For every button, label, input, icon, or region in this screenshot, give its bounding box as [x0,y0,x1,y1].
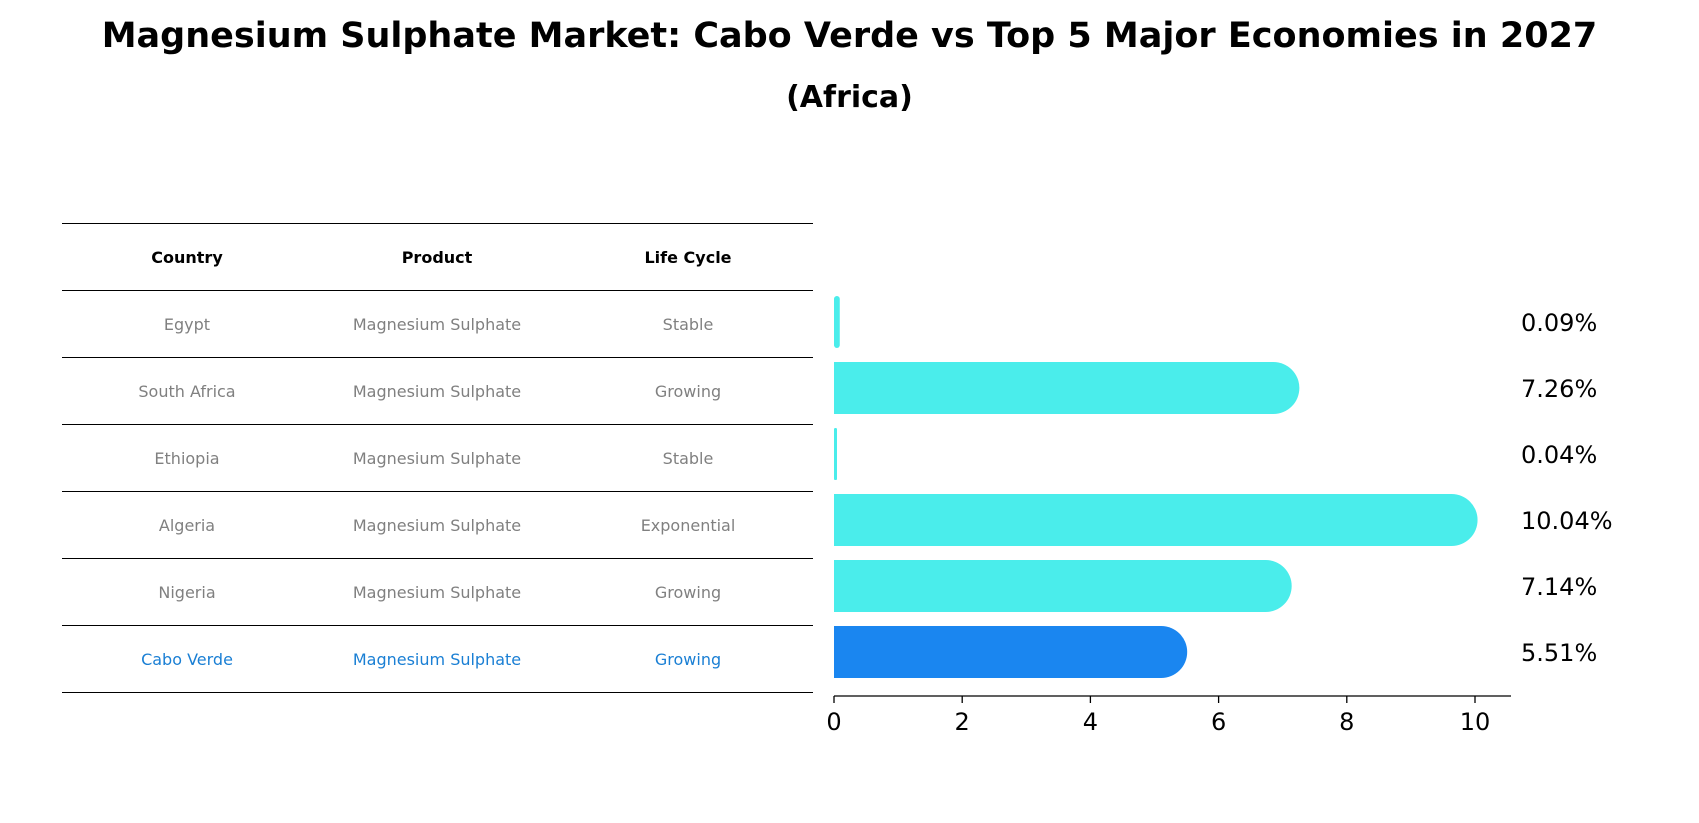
data-label: 7.26% [1521,375,1597,403]
bar-algeria [834,494,1478,546]
row-product: Magnesium Sulphate [352,448,522,468]
row-product: Magnesium Sulphate [352,515,522,535]
bar-start-south-africa [834,362,886,414]
table-row: Algeria Magnesium Sulphate Exponential [62,491,813,558]
data-label: 5.51% [1521,639,1597,667]
data-label: 0.04% [1521,441,1597,469]
x-tick-label: 6 [1211,708,1226,736]
row-life-cycle: Growing [654,381,722,401]
row-product: Magnesium Sulphate [352,649,522,669]
row-life-cycle: Growing [654,582,722,602]
x-tick-label: 2 [955,708,970,736]
table-row: Egypt Magnesium Sulphate Stable [62,290,813,357]
row-product: Magnesium Sulphate [352,582,522,602]
data-label: 7.14% [1521,573,1597,601]
row-country: South Africa [138,381,236,401]
x-tick-label: 0 [826,708,841,736]
header-country: Country [151,247,223,267]
bar-cabo-verde [834,626,1188,678]
row-life-cycle: Stable [662,314,714,334]
table-row: Nigeria Magnesium Sulphate Growing [62,558,813,625]
data-label: 10.04% [1521,507,1613,535]
x-tick-label: 8 [1339,708,1354,736]
chart-subtitle: (Africa) [786,80,913,115]
row-country: Nigeria [158,582,216,602]
data-label: 0.09% [1521,309,1597,337]
bar-start-algeria [834,494,886,546]
row-country: Cabo Verde [141,649,233,669]
table-header-row: Country Product Life Cycle [62,223,813,290]
table-row: South Africa Magnesium Sulphate Growing [62,357,813,424]
data-table: Country Product Life Cycle Egypt Magnesi… [62,223,813,693]
row-product: Magnesium Sulphate [352,381,522,401]
row-life-cycle: Stable [662,448,714,468]
bar-start-cabo-verde [834,626,886,678]
row-country: Algeria [158,515,216,535]
bar-start-nigeria [834,560,886,612]
bar-ethiopia [834,428,837,480]
x-tick-label: 10 [1460,708,1491,736]
bar-nigeria [834,560,1292,612]
header-life-cycle: Life Cycle [644,247,732,267]
row-country: Egypt [163,314,211,334]
row-life-cycle: Growing [654,649,722,669]
row-product: Magnesium Sulphate [352,314,522,334]
row-country: Ethiopia [154,448,220,468]
header-product: Product [401,247,473,267]
bar-egypt [834,296,840,348]
table-row-highlighted: Cabo Verde Magnesium Sulphate Growing [62,625,813,693]
table-row: Ethiopia Magnesium Sulphate Stable [62,424,813,491]
chart-title: Magnesium Sulphate Market: Cabo Verde vs… [101,16,1598,56]
x-tick-label: 4 [1083,708,1098,736]
bar-south-africa [834,362,1300,414]
row-life-cycle: Exponential [640,515,736,535]
